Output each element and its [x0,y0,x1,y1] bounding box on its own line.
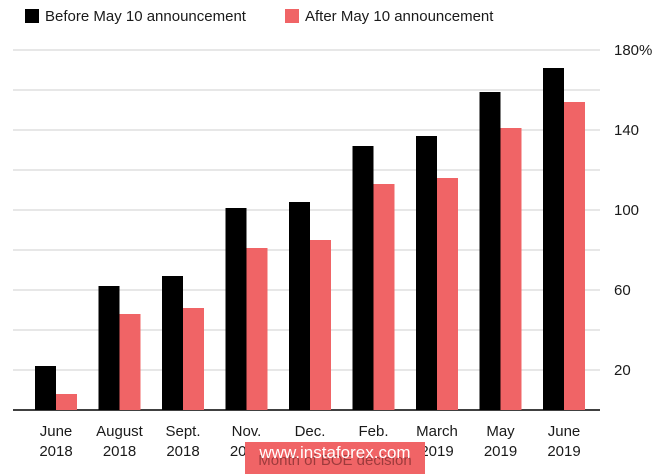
bar-after [119,314,141,410]
x-axis-ticks: June2018August2018Sept.2018Nov.2018Dec.2… [39,423,580,460]
x-tick-label: August 2018 [96,423,144,460]
watermark-background [245,442,425,474]
bar-before [352,146,374,410]
bar-before [289,202,310,410]
x-axis-label: Month of BOE decision [258,452,412,469]
bar-after [564,102,585,410]
y-tick-label: 60 [614,282,631,299]
bar-before [416,136,437,410]
x-tick-label: May 2019 [484,423,517,460]
legend-label-after: After May 10 announcement [305,8,494,25]
y-tick-label: 20 [614,362,631,379]
y-tick-label: 180% [614,42,652,59]
bar-before [35,366,56,410]
bar-before [543,68,564,410]
bar-after [437,178,458,410]
legend-swatch-before [25,9,39,23]
bar-after [500,128,522,410]
bar-before [225,208,247,410]
x-tick-label: March 2019 [416,423,458,460]
bar-before [479,92,501,410]
bar-before [98,286,120,410]
y-tick-label: 100 [614,202,639,219]
legend-swatch-after [285,9,299,23]
legend: Before May 10 announcement After May 10 a… [25,8,494,25]
x-tick-label: June 2018 [39,423,72,460]
bar-after [56,394,77,410]
x-tick-label: Sept. 2018 [165,423,200,460]
bars [35,68,585,410]
bar-after [183,308,204,410]
y-tick-label: 140 [614,122,639,139]
x-tick-label: June 2019 [547,423,580,460]
bar-before [162,276,183,410]
bar-after [246,248,268,410]
y-axis-ticks: 20 60 100 140 180% [614,42,652,379]
watermark: www.instaforex.com [259,443,411,462]
bar-after [310,240,331,410]
bar-after [373,184,395,410]
legend-label-before: Before May 10 announcement [45,8,247,25]
